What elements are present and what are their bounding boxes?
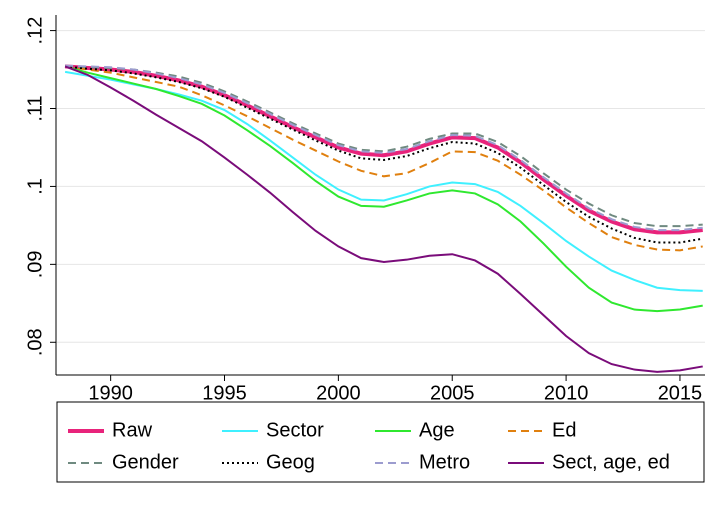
legend-label: Age	[419, 419, 455, 441]
series-line	[64, 65, 703, 313]
legend-label: Geog	[266, 451, 315, 473]
series-line	[65, 65, 703, 228]
x-tick-label: 1995	[202, 382, 247, 404]
y-tick-label: .09	[24, 250, 46, 278]
series-line	[65, 64, 703, 232]
series-line	[64, 65, 703, 252]
legend-box	[56, 401, 705, 483]
x-tick-label: 1990	[88, 382, 133, 404]
series-line	[64, 65, 703, 373]
legend-label: Gender	[112, 451, 179, 473]
y-tick-label: .08	[24, 328, 46, 356]
legend-label: Sector	[266, 419, 324, 441]
legend-label: Raw	[112, 419, 153, 441]
y-tick-label: .12	[24, 17, 46, 45]
y-tick-label: .1	[24, 178, 46, 195]
x-tick-label: 2005	[430, 382, 475, 404]
legend-label: Sect, age, ed	[552, 451, 670, 473]
x-tick-label: 2000	[316, 382, 361, 404]
legend-label: Metro	[419, 451, 470, 473]
y-tick-label: .11	[24, 95, 46, 121]
series-line	[64, 64, 703, 235]
series-line	[65, 65, 703, 244]
x-tick-label: 2010	[544, 382, 589, 404]
x-tick-label: 2015	[658, 382, 703, 404]
legend-label: Ed	[552, 419, 576, 441]
